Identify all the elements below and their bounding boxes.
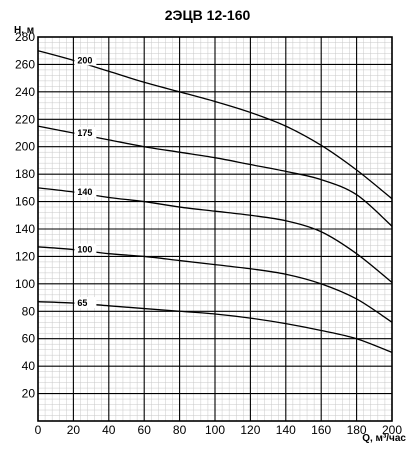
y-tick-label: 120 (15, 249, 35, 263)
plot-frame (37, 36, 393, 422)
series-label: 175 (77, 128, 92, 138)
chart-labels: 0 20 40 60 80 100 120 140 160 180 200 20 40 60 80 100 12… (14, 25, 406, 444)
x-tick-label: 200 (382, 423, 402, 437)
x-tick-label: 180 (347, 423, 367, 437)
series-line-175 (37, 125, 393, 227)
x-tick-label: 140 (276, 423, 296, 437)
major-grid (37, 36, 393, 421)
y-tick-label: 60 (22, 332, 36, 346)
series-line-140 (37, 187, 393, 283)
series-label-bg (74, 297, 97, 309)
x-tick-label: 40 (102, 423, 116, 437)
x-tick-label: 60 (138, 423, 152, 437)
series-label: 140 (77, 187, 92, 197)
y-tick-label: 140 (15, 222, 35, 236)
y-tick-label: 100 (15, 277, 35, 291)
y-tick-label: 180 (15, 167, 35, 181)
x-tick-label: 0 (35, 423, 42, 437)
y-tick-label: 220 (15, 112, 35, 126)
series-label: 65 (77, 298, 87, 308)
x-tick-label: 100 (205, 423, 225, 437)
series-label-bg (74, 185, 97, 197)
y-tick-label: 160 (15, 195, 35, 209)
y-tick-label: 260 (15, 57, 35, 71)
series-line-200 (37, 50, 393, 200)
y-tick-label: 40 (22, 359, 36, 373)
y-tick-label: 280 (15, 30, 35, 44)
y-tick-label: 240 (15, 85, 35, 99)
y-axis-label: H, м (14, 25, 34, 36)
series-label-bg (74, 243, 97, 255)
chart-title: 2ЭЦВ 12-160 (164, 7, 251, 23)
series-label: 100 (77, 245, 92, 255)
series-label: 200 (77, 55, 92, 65)
x-tick-label: 120 (240, 423, 260, 437)
y-tick-label: 20 (22, 387, 36, 401)
performance-curves (37, 50, 393, 354)
x-axis-label: Q, м³/час (362, 433, 406, 444)
x-tick-label: 160 (311, 423, 331, 437)
series-label-bg (74, 54, 97, 66)
x-tick-label: 20 (67, 423, 81, 437)
series-line-65 (37, 301, 393, 354)
series-line-100 (37, 246, 393, 323)
series-label-bg (74, 127, 97, 138)
y-tick-label: 200 (15, 140, 35, 154)
y-tick-label: 80 (22, 304, 36, 318)
x-tick-label: 80 (173, 423, 187, 437)
